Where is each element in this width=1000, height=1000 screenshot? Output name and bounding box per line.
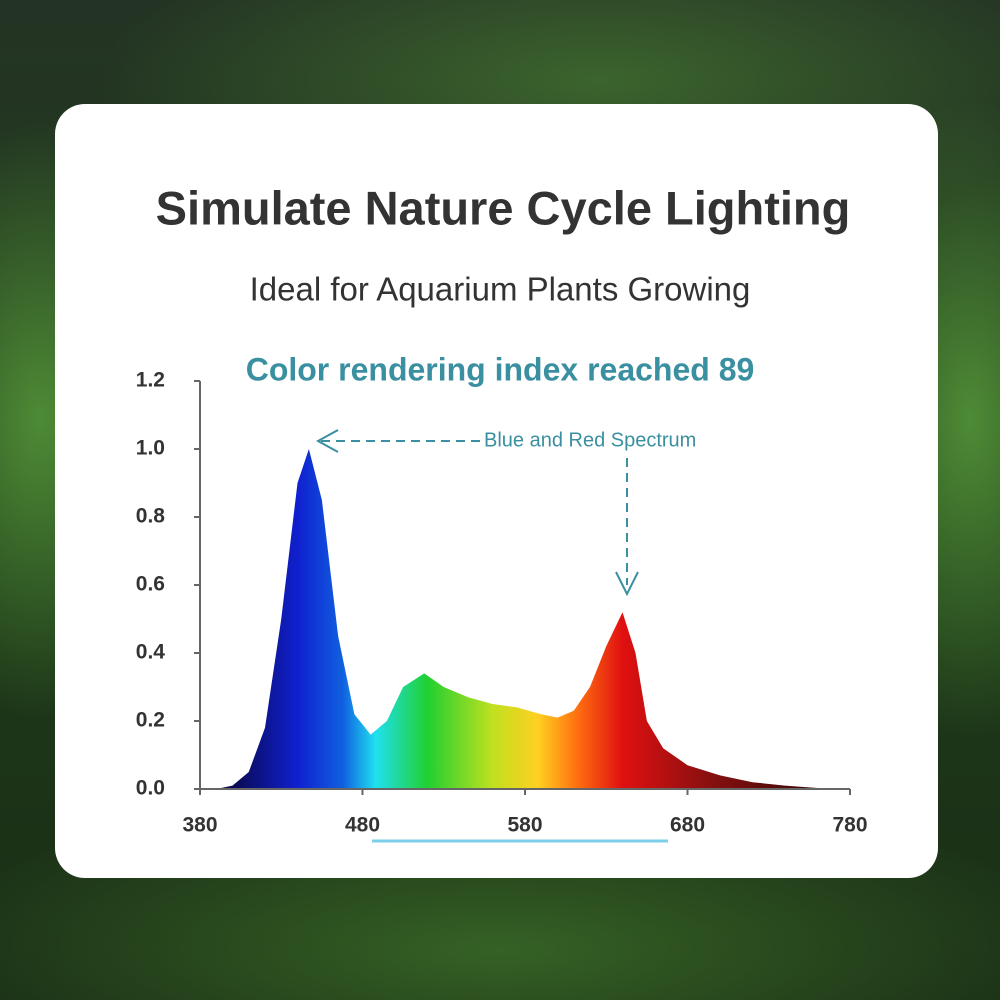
y-tick-label: 0.8 [136,505,166,528]
x-tick-label: 780 [832,814,867,837]
x-tick-label: 580 [507,814,542,837]
annotation: Blue and Red Spectrum [484,429,696,451]
x-tick-label: 680 [670,814,705,837]
annotation-arrows [320,440,628,585]
y-tick-label: 0.0 [136,777,165,800]
y-tick-label: 0.6 [136,573,165,596]
title: Simulate Nature Cycle Lighting [156,181,851,234]
y-tick-label: 1.2 [136,369,165,392]
x-tick-label: 480 [345,814,380,837]
subtitle: Ideal for Aquarium Plants Growing [250,271,751,308]
arrow-heads [315,429,639,597]
y-tick-label: 0.4 [136,641,166,664]
y-tick-label: 1.0 [136,437,165,460]
chart-title: Color rendering index reached 89 [246,351,755,387]
y-tick-label: 0.2 [136,709,165,732]
x-tick-label: 380 [182,814,217,837]
spectrum-area [200,449,850,789]
